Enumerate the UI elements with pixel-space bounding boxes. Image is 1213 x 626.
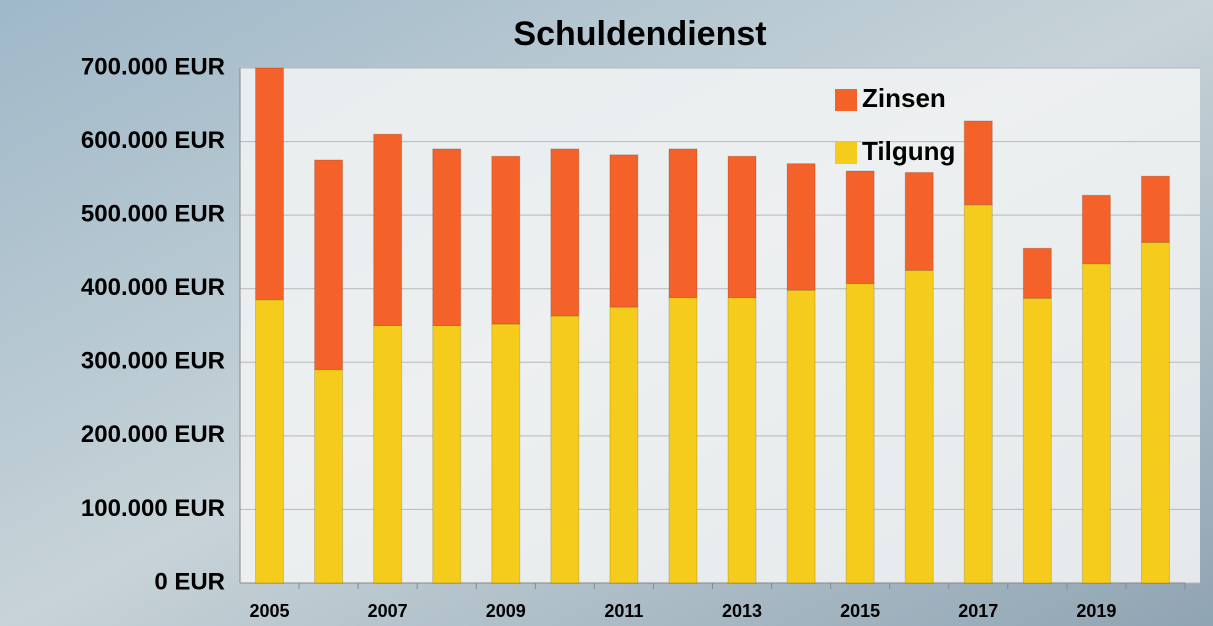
- bar-segment: [1081, 263, 1111, 584]
- y-tick-label: 300.000 EUR: [81, 348, 225, 375]
- bar-segment: [845, 283, 875, 584]
- bar-segment: [314, 159, 344, 371]
- bar-segment: [314, 369, 344, 584]
- bar-segment: [727, 155, 757, 299]
- y-tick-label: 200.000 EUR: [81, 421, 225, 448]
- y-tick-label: 100.000 EUR: [81, 495, 225, 522]
- y-tick-label: 400.000 EUR: [81, 274, 225, 301]
- y-tick-label: 500.000 EUR: [81, 200, 225, 227]
- x-tick-label: 2011: [604, 601, 643, 621]
- y-tick-label: 0 EUR: [154, 568, 225, 595]
- x-tick-label: 2007: [368, 601, 408, 621]
- x-tick-label: 2009: [486, 601, 526, 621]
- bar-segment: [373, 133, 403, 326]
- chart-title: Schuldendienst: [513, 15, 766, 53]
- x-tick-label: 2015: [840, 601, 880, 621]
- bar-segment: [609, 154, 639, 308]
- x-tick-label: 2017: [958, 601, 998, 621]
- bar-segment: [1022, 297, 1052, 584]
- bar-segment: [373, 325, 403, 584]
- bar-segment: [255, 299, 285, 584]
- bar-segment: [904, 171, 934, 271]
- bar-segment: [432, 148, 462, 326]
- bar-segment: [1140, 175, 1170, 243]
- bar-segment: [786, 289, 816, 584]
- bar-segment: [1081, 194, 1111, 265]
- legend-label: Zinsen: [862, 83, 946, 113]
- bar-segment: [845, 170, 875, 285]
- legend-label: Tilgung: [862, 136, 955, 166]
- bar-segment: [550, 148, 580, 317]
- bar-segment: [727, 297, 757, 584]
- bar-segment: [1022, 247, 1052, 299]
- bar-segment: [668, 148, 698, 299]
- x-tick-label: 2019: [1076, 601, 1116, 621]
- bar-segment: [1140, 241, 1170, 584]
- bar-segment: [609, 306, 639, 584]
- bar-segment: [668, 297, 698, 584]
- bar-segment: [255, 67, 285, 301]
- bar-segment: [491, 155, 521, 325]
- bar-segment: [550, 315, 580, 584]
- x-tick-label: 2013: [722, 601, 762, 621]
- bar-segment: [786, 163, 816, 291]
- bar-segment: [963, 204, 993, 584]
- legend-swatch: [835, 142, 857, 164]
- bar-segment: [904, 269, 934, 584]
- bar-segment: [491, 323, 521, 584]
- x-tick-label: 2005: [250, 601, 290, 621]
- legend-swatch: [835, 89, 857, 111]
- bar-segment: [963, 120, 993, 206]
- bar-segment: [432, 325, 462, 584]
- y-tick-label: 600.000 EUR: [81, 127, 225, 154]
- y-tick-label: 700.000 EUR: [81, 53, 225, 80]
